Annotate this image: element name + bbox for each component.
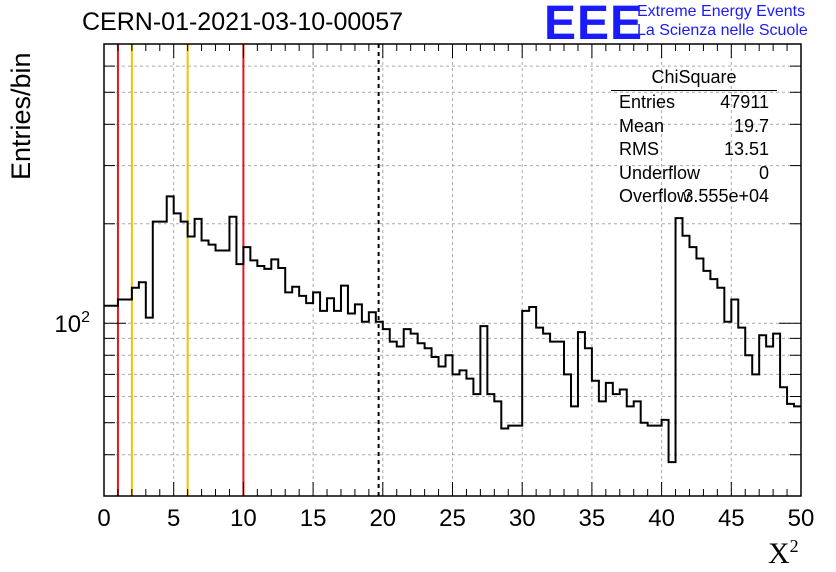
- stats-row-underflow: Underflow 0: [611, 162, 777, 186]
- x-tick-label: 15: [300, 505, 327, 532]
- stats-value: 3.555e+04: [683, 186, 769, 206]
- y-tick-label: 102: [54, 309, 90, 338]
- x-tick-label: 20: [369, 505, 396, 532]
- stats-key: Entries: [619, 92, 676, 112]
- stats-row-entries: Entries 47911: [611, 91, 777, 115]
- stats-key: Mean: [619, 115, 665, 136]
- stats-title: ChiSquare: [611, 67, 777, 91]
- stats-value: 13.51: [723, 139, 769, 159]
- stats-row-mean: Mean 19.7: [611, 115, 777, 139]
- stats-value: 47911: [720, 92, 769, 112]
- y-tick-label-exponent: 2: [81, 309, 90, 326]
- stats-value: 0: [758, 162, 769, 183]
- logo-line-1: Extreme Energy Events: [637, 3, 806, 20]
- x-tick-label: 50: [788, 505, 815, 532]
- x-tick-label: 5: [167, 505, 180, 532]
- x-tick-label: 0: [97, 505, 110, 532]
- x-axis-label: X2: [768, 536, 799, 571]
- x-tick-label: 30: [509, 505, 536, 532]
- stats-box: ChiSquare Entries 47911 Mean 19.7 RMS 13.51…: [611, 67, 777, 209]
- stats-value: 19.7: [733, 115, 769, 136]
- stats-row-rms: RMS 13.51: [611, 138, 777, 162]
- logo-line-2: La Scienza nelle Scuole: [637, 22, 808, 39]
- stats-row-overflow: Overflow 3.555e+04: [611, 185, 777, 209]
- chart-title: CERN-01-2021-03-10-00057: [82, 8, 404, 36]
- y-tick-label-base: 10: [54, 311, 81, 338]
- x-tick-label: 25: [439, 505, 466, 532]
- x-tick-label: 35: [579, 505, 606, 532]
- stats-key: Underflow: [619, 162, 701, 183]
- histogram-series: [104, 195, 801, 464]
- x-tick-label: 10: [230, 505, 257, 532]
- x-tick-label: 45: [718, 505, 745, 532]
- x-axis-label-exponent: 2: [789, 536, 799, 556]
- y-axis-label: Entries/bin: [6, 52, 36, 180]
- x-tick-label: 40: [648, 505, 675, 532]
- eee-logo: EEE: [544, 0, 644, 50]
- stats-key: Overflow: [619, 186, 691, 206]
- stats-key: RMS: [619, 139, 659, 159]
- x-axis-label-base: X: [768, 537, 790, 570]
